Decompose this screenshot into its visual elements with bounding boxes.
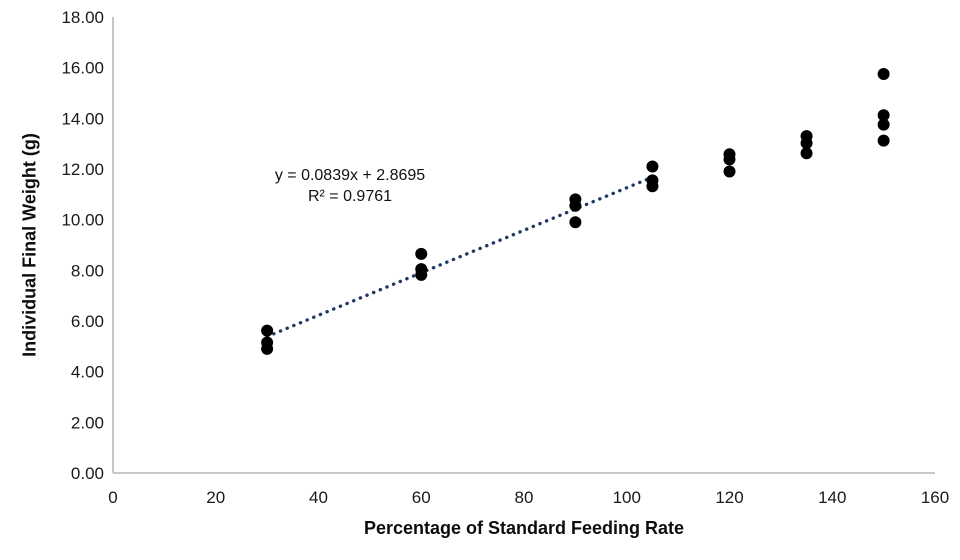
y-tick-label: 4.00: [71, 363, 104, 382]
x-tick-label: 140: [818, 488, 846, 507]
x-tick-label: 20: [206, 488, 225, 507]
scatter-point: [569, 216, 582, 229]
y-tick-label: 14.00: [61, 109, 104, 128]
scatter-point: [800, 137, 813, 150]
trendline-equation: y = 0.0839x + 2.8695: [274, 167, 426, 184]
trendline: [265, 175, 655, 339]
y-tick-label: 12.00: [61, 160, 104, 179]
trendline-annotation: y = 0.0839x + 2.8695 R² = 0.9761: [240, 165, 460, 207]
scatter-point: [646, 160, 659, 173]
scatter-point: [723, 153, 736, 166]
scatter-point: [877, 109, 890, 122]
y-tick-label: 16.00: [61, 59, 104, 78]
scatter-point: [877, 134, 890, 147]
y-tick-label: 10.00: [61, 211, 104, 230]
scatter-point: [415, 247, 428, 260]
x-tick-label: 160: [921, 488, 949, 507]
x-tick-label: 40: [309, 488, 328, 507]
scatter-point: [415, 268, 428, 281]
scatter-point: [877, 68, 890, 80]
y-tick-label: 2.00: [71, 413, 104, 432]
y-tick-label: 18.00: [61, 8, 104, 27]
x-axis-title: Percentage of Standard Feeding Rate: [363, 518, 685, 538]
x-tick-label: 80: [515, 488, 534, 507]
scatter-point: [877, 118, 890, 131]
scatter-point: [569, 199, 582, 212]
x-tick-label: 60: [412, 488, 431, 507]
scatter-point: [646, 180, 659, 193]
x-tick-label: 100: [613, 488, 641, 507]
scatter-point: [261, 324, 274, 337]
y-tick-label: 8.00: [71, 261, 104, 280]
y-axis-title: Individual Final Weight (g): [19, 133, 40, 357]
scatter-point: [723, 165, 736, 178]
scatter-point: [261, 342, 274, 355]
x-tick-label: 120: [715, 488, 743, 507]
y-tick-label: 6.00: [71, 312, 104, 331]
r-squared-value: R² = 0.9761: [307, 188, 393, 205]
scatter-point: [800, 147, 813, 160]
x-tick-label: 0: [108, 488, 117, 507]
y-tick-label: 0.00: [71, 464, 104, 483]
